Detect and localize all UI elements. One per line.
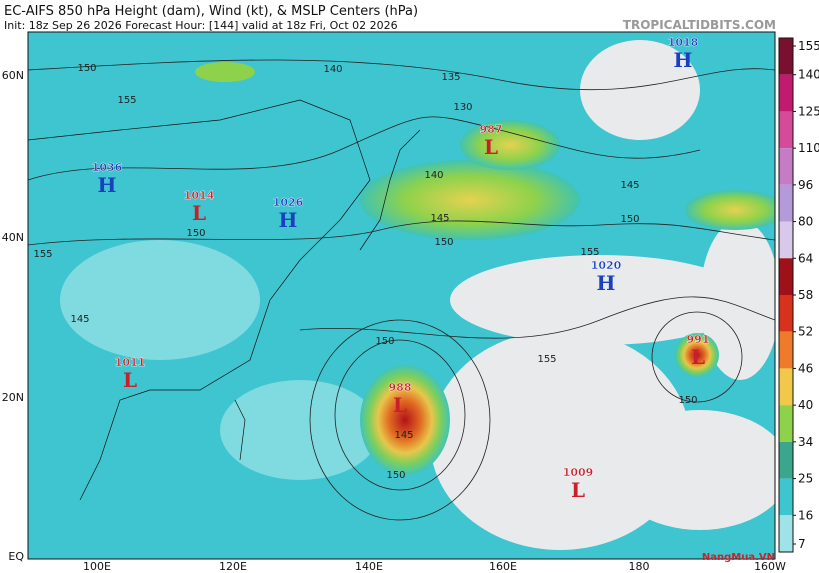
wind-field	[60, 40, 775, 550]
pressure-symbol: L	[123, 368, 137, 392]
colorbar-label: 140	[798, 68, 819, 82]
contour-label: 150	[386, 470, 405, 481]
lat-label: 20N	[2, 391, 24, 404]
colorbar-label: 64	[798, 251, 813, 265]
colorbar-label: 155	[798, 39, 819, 53]
pressure-value: 1020	[591, 259, 622, 272]
colorbar-label: 25	[798, 472, 813, 486]
lon-label: 100E	[83, 560, 111, 573]
colorbar-label: 58	[798, 288, 813, 302]
logo: NangMua.VN	[702, 552, 775, 563]
contour-label: 150	[678, 395, 697, 406]
colorbar-segment	[779, 184, 793, 222]
lon-label: 120E	[219, 560, 247, 573]
lon-label: 180	[629, 560, 650, 573]
contour-label: 150	[620, 214, 639, 225]
pressure-symbol: H	[597, 271, 616, 295]
colorbar-label: 96	[798, 178, 813, 192]
colorbar-label: 40	[798, 398, 813, 412]
map-frame	[27, 31, 776, 560]
lon-label: 160W	[754, 560, 786, 573]
colorbar-label: 7	[798, 537, 806, 551]
contour-label: 140	[323, 64, 342, 75]
contours	[28, 59, 775, 521]
colorbar-segment	[779, 111, 793, 149]
pressure-symbol: L	[691, 345, 705, 369]
contour-label: 155	[537, 354, 556, 365]
colorbar-label: 34	[798, 435, 813, 449]
watermark: TROPICALTIDBITS.COM	[623, 18, 776, 32]
colorbar-label: 52	[798, 325, 813, 339]
contour-label: 130	[453, 102, 472, 113]
contour-label: 150	[375, 336, 394, 347]
pressure-symbol: L	[393, 393, 407, 417]
contour-label: 145	[70, 314, 89, 325]
colorbar-segment	[779, 405, 793, 442]
contour-label: 155	[580, 247, 599, 258]
colorbar-label: 80	[798, 215, 813, 229]
pressure-value: 987	[480, 123, 503, 136]
lat-label: 40N	[2, 231, 24, 244]
contour-label: 150	[77, 63, 96, 74]
colorbar-segment	[779, 478, 793, 516]
colorbar-label: 16	[798, 508, 813, 522]
colorbar-frame	[778, 37, 794, 553]
pressure-value: 1009	[563, 466, 594, 479]
colorbar-segment	[779, 74, 793, 112]
colorbar-segment	[779, 331, 793, 369]
contour-label: 155	[117, 95, 136, 106]
pressure-symbol: L	[484, 135, 498, 159]
colorbar-label: 125	[798, 104, 819, 118]
title: EC-AIFS 850 hPa Height (dam), Wind (kt),…	[4, 4, 418, 19]
pressure-value: 1036	[92, 161, 123, 174]
pressure-symbol: H	[98, 173, 117, 197]
lon-label: 160E	[489, 560, 517, 573]
contour-label: 135	[441, 72, 460, 83]
lat-label: 60N	[2, 69, 24, 82]
pressure-value: 1026	[273, 196, 304, 209]
subtitle: Init: 18z Sep 26 2026 Forecast Hour: [14…	[4, 19, 398, 32]
contour-label: 145	[394, 430, 413, 441]
pressure-value: 1011	[115, 356, 146, 369]
contour-label: 150	[186, 228, 205, 239]
colorbar-segment	[779, 221, 793, 259]
pressure-value: 988	[389, 381, 412, 394]
pressure-symbol: L	[192, 201, 206, 225]
contour-label: 150	[434, 237, 453, 248]
pressure-value: 1018	[668, 36, 699, 49]
pressure-value: 1014	[184, 189, 215, 202]
colorbar-segment	[779, 258, 793, 295]
pressure-value: 991	[687, 333, 710, 346]
contour-label: 145	[430, 213, 449, 224]
colorbar-segment	[779, 148, 793, 185]
pressure-symbol: L	[571, 478, 585, 502]
contour-label: 140	[424, 170, 443, 181]
contour-label: 155	[33, 249, 52, 260]
colorbar-segment	[779, 515, 793, 552]
colorbar-label: 46	[798, 361, 813, 375]
colorbar-segment	[779, 38, 793, 75]
colorbar-label: 110	[798, 141, 819, 155]
coastlines	[27, 99, 421, 501]
pressure-symbol: H	[279, 208, 298, 232]
lat-label: EQ	[8, 550, 24, 563]
pressure-symbol: H	[674, 48, 693, 72]
contour-label: 145	[620, 180, 639, 191]
colorbar-segment	[779, 441, 793, 479]
colorbar-segment	[779, 368, 793, 406]
lon-label: 140E	[355, 560, 383, 573]
colorbar-segment	[779, 295, 793, 332]
